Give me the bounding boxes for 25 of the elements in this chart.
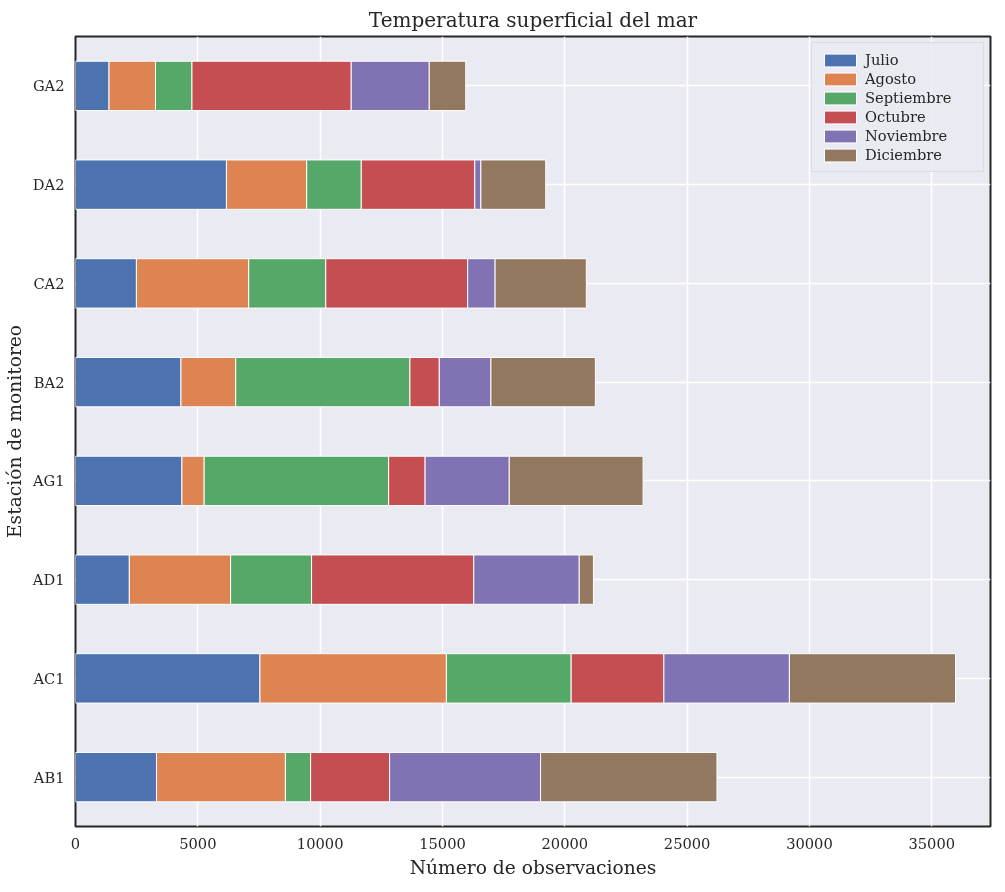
legend-label: Agosto — [865, 70, 918, 87]
y-axis-title: Estación de monitoreo — [3, 324, 25, 539]
x-axis-title: Número de observaciones — [409, 856, 657, 878]
x-tick-label: 15000 — [419, 834, 466, 852]
legend-label: Octubre — [865, 108, 927, 125]
y-tick-label: GA2 — [32, 77, 65, 95]
x-tick-label: 10000 — [296, 834, 344, 852]
legend-label: Septiembre — [865, 89, 953, 106]
y-tick-label: AB1 — [32, 768, 65, 786]
x-tick-label: 30000 — [786, 834, 833, 852]
legend-label: Diciembre — [865, 146, 943, 163]
x-tick-label: 0 — [70, 834, 81, 852]
x-tick-label: 25000 — [663, 834, 711, 852]
y-tick-label: AD1 — [31, 571, 65, 589]
y-tick-label: AG1 — [31, 472, 65, 490]
y-tick-label: CA2 — [33, 274, 65, 292]
y-tick-label: AC1 — [32, 669, 65, 687]
chart-title: Temperatura superficial del mar — [368, 7, 698, 32]
y-tick-label: DA2 — [32, 176, 65, 194]
legend-label: Noviembre — [865, 127, 949, 144]
x-tick-label: 35000 — [908, 834, 956, 852]
legend-label: Julio — [865, 51, 900, 68]
x-tick-label: 5000 — [179, 834, 217, 852]
y-tick-label: BA2 — [33, 373, 65, 391]
x-tick-label: 20000 — [541, 834, 589, 852]
